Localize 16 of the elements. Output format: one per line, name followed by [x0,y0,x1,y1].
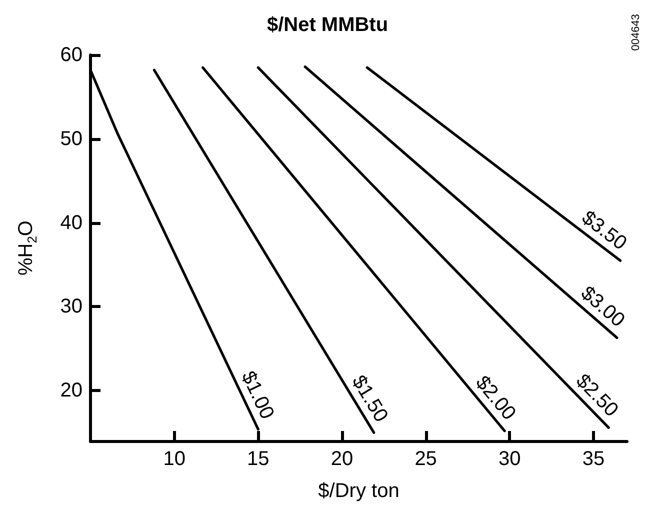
y-tick-label: 20 [60,380,82,402]
y-axis-title: %H2O [15,220,40,276]
x-tick-label: 10 [163,448,186,470]
text: 004643 [630,14,642,51]
x-axis-title: $/Dry ton [318,480,400,502]
chart-title: $/Net MMBtu [266,14,388,36]
x-tick-label: 20 [330,448,354,470]
text: $1.00 [236,368,278,423]
y-tick-label: 60 [60,44,82,66]
x-tick-label: 25 [414,448,437,470]
y-tick-label: 50 [60,128,82,150]
x-tick-label: 15 [247,448,270,470]
x-tick-label: 35 [582,448,605,470]
y-tick-label: 30 [60,296,82,318]
y-tick-label: 40 [60,212,82,234]
x-tick-label: 30 [498,448,521,470]
